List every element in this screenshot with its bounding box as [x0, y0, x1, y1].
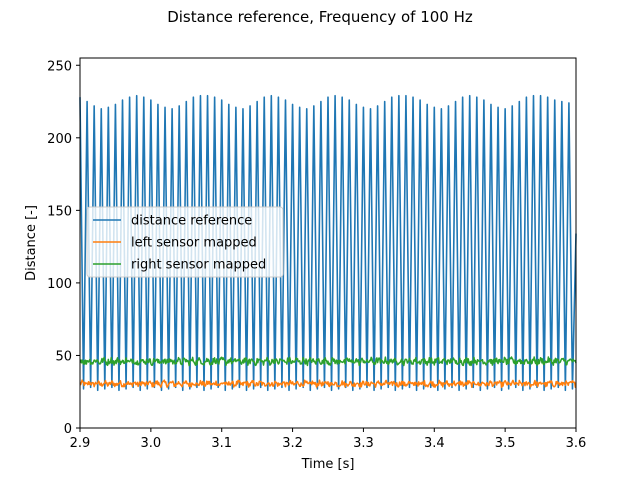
series-line-right-sensor-mapped	[79, 356, 577, 367]
x-tick-label: 3.4	[424, 436, 445, 451]
series-line-left-sensor-mapped	[79, 379, 577, 389]
plot-frame	[79, 57, 577, 429]
legend-label: left sensor mapped	[131, 236, 257, 251]
series-line-distance-reference	[79, 94, 577, 392]
y-axis-label: Distance [-]	[24, 205, 39, 281]
chart-title: Distance reference, Frequency of 100 Hz	[167, 8, 473, 26]
y-axis: 0 50 100 150 200 250	[47, 59, 80, 437]
legend-box	[86, 206, 284, 278]
x-tick-label: 3.1	[211, 436, 232, 451]
y-tick-label: 150	[47, 204, 72, 219]
series-layer	[79, 94, 577, 392]
y-tick-label: 250	[47, 59, 72, 74]
x-tick-label: 3.5	[495, 436, 516, 451]
legend: distance reference left sensor mapped righ…	[86, 206, 284, 278]
x-tick-label: 3.0	[141, 436, 162, 451]
y-tick-label: 50	[55, 349, 72, 364]
y-tick-label: 0	[64, 422, 72, 437]
x-tick-label: 3.6	[566, 436, 587, 451]
legend-label: right sensor mapped	[131, 258, 266, 273]
x-axis-label: Time [s]	[301, 457, 355, 472]
x-tick-label: 3.3	[353, 436, 374, 451]
x-tick-label: 2.9	[70, 436, 91, 451]
y-tick-label: 100	[47, 277, 72, 292]
x-axis: 2.9 3.0 3.1 3.2 3.3 3.4 3.5 3.6	[70, 428, 587, 451]
legend-label: distance reference	[131, 214, 252, 229]
x-tick-label: 3.2	[282, 436, 303, 451]
y-tick-label: 200	[47, 132, 72, 147]
